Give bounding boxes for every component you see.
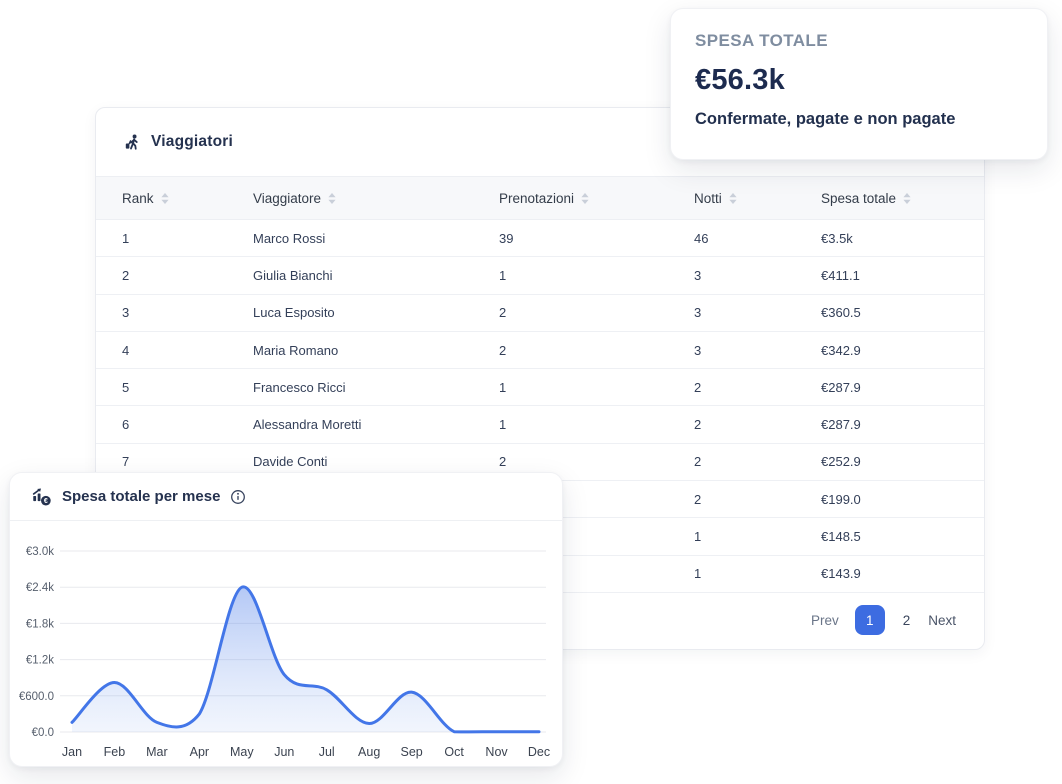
svg-text:Apr: Apr <box>190 745 209 759</box>
cell-total: €342.9 <box>821 343 958 358</box>
total-spend-value: €56.3k <box>695 64 1023 97</box>
svg-text:Dec: Dec <box>528 745 550 759</box>
monthly-spend-card: € Spesa totale per mese €0.0 €600.0 €1.2k €… <box>9 472 563 767</box>
cell-rank: 3 <box>122 305 253 320</box>
cell-total: €252.9 <box>821 454 958 469</box>
cell-traveler: Giulia Bianchi <box>253 268 499 283</box>
total-spend-label: SPESA TOTALE <box>695 31 1023 51</box>
table-header-row: Rank Viaggiatore Prenotazioni Notti Spes… <box>96 176 984 220</box>
svg-text:€0.0: €0.0 <box>32 727 54 739</box>
column-header-nights[interactable]: Notti <box>694 191 821 206</box>
travelers-card-title: Viaggiatori <box>151 133 233 151</box>
svg-text:May: May <box>230 745 254 759</box>
cell-rank: 5 <box>122 380 253 395</box>
cell-traveler: Marco Rossi <box>253 231 499 246</box>
cell-traveler: Luca Esposito <box>253 305 499 320</box>
table-row: 6 Alessandra Moretti 1 2 €287.9 <box>96 406 984 443</box>
cell-nights: 1 <box>694 566 821 581</box>
table-row: 4 Maria Romano 2 3 €342.9 <box>96 332 984 369</box>
sort-icon[interactable] <box>581 193 589 204</box>
table-row: 2 Giulia Bianchi 1 3 €411.1 <box>96 257 984 294</box>
cell-total: €199.0 <box>821 492 958 507</box>
svg-text:Feb: Feb <box>104 745 126 759</box>
table-row: 5 Francesco Ricci 1 2 €287.9 <box>96 369 984 406</box>
total-spend-card: SPESA TOTALE €56.3k Confermate, pagate e… <box>670 8 1048 160</box>
cell-rank: 7 <box>122 454 253 469</box>
cell-rank: 4 <box>122 343 253 358</box>
cell-total: €287.9 <box>821 417 958 432</box>
cell-traveler: Alessandra Moretti <box>253 417 499 432</box>
cell-rank: 6 <box>122 417 253 432</box>
cell-total: €360.5 <box>821 305 958 320</box>
monthly-spend-title: Spesa totale per mese <box>62 488 220 505</box>
svg-text:€3.0k: €3.0k <box>26 546 54 558</box>
svg-text:Jun: Jun <box>274 745 294 759</box>
page-1-button[interactable]: 1 <box>855 605 885 635</box>
cell-total: €411.1 <box>821 268 958 283</box>
cell-total: €287.9 <box>821 380 958 395</box>
column-header-traveler[interactable]: Viaggiatore <box>253 191 499 206</box>
svg-text:€2.4k: €2.4k <box>26 582 54 594</box>
column-header-rank[interactable]: Rank <box>122 191 253 206</box>
cell-bookings: 2 <box>499 454 694 469</box>
svg-text:€1.2k: €1.2k <box>26 655 54 667</box>
cell-traveler: Maria Romano <box>253 343 499 358</box>
info-icon[interactable] <box>230 489 246 505</box>
svg-text:€1.8k: €1.8k <box>26 618 54 630</box>
cell-total: €3.5k <box>821 231 958 246</box>
cell-nights: 3 <box>694 268 821 283</box>
cell-rank: 2 <box>122 268 253 283</box>
sort-icon[interactable] <box>328 193 336 204</box>
cell-total: €143.9 <box>821 566 958 581</box>
cell-bookings: 2 <box>499 343 694 358</box>
cell-bookings: 39 <box>499 231 694 246</box>
svg-text:€600.0: €600.0 <box>19 691 54 703</box>
svg-text:Jan: Jan <box>62 745 82 759</box>
total-spend-subtitle: Confermate, pagate e non pagate <box>695 110 1023 129</box>
cell-nights: 3 <box>694 343 821 358</box>
prev-page-button[interactable]: Prev <box>811 613 839 628</box>
cell-total: €148.5 <box>821 529 958 544</box>
svg-text:Nov: Nov <box>485 745 508 759</box>
sort-icon[interactable] <box>161 193 169 204</box>
table-row: 3 Luca Esposito 2 3 €360.5 <box>96 295 984 332</box>
sort-icon[interactable] <box>903 193 911 204</box>
cell-nights: 2 <box>694 380 821 395</box>
cell-bookings: 1 <box>499 268 694 283</box>
cell-nights: 1 <box>694 529 821 544</box>
cell-bookings: 1 <box>499 417 694 432</box>
cell-traveler: Davide Conti <box>253 454 499 469</box>
cell-nights: 2 <box>694 454 821 469</box>
cell-bookings: 2 <box>499 305 694 320</box>
euro-coin-glyph: € <box>44 497 48 505</box>
monthly-spend-header: € Spesa totale per mese <box>10 473 562 521</box>
svg-text:Aug: Aug <box>358 745 380 759</box>
next-page-button[interactable]: Next <box>928 613 956 628</box>
svg-text:Jul: Jul <box>319 745 335 759</box>
column-header-bookings[interactable]: Prenotazioni <box>499 191 694 206</box>
cell-rank: 1 <box>122 231 253 246</box>
page-2-button[interactable]: 2 <box>901 613 913 628</box>
svg-text:Sep: Sep <box>401 745 423 759</box>
cell-traveler: Francesco Ricci <box>253 380 499 395</box>
svg-text:Oct: Oct <box>444 745 464 759</box>
column-header-total[interactable]: Spesa totale <box>821 191 958 206</box>
table-row: 1 Marco Rossi 39 46 €3.5k <box>96 220 984 257</box>
pagination: Prev 1 2 Next <box>811 591 984 649</box>
cell-nights: 46 <box>694 231 821 246</box>
cell-nights: 2 <box>694 417 821 432</box>
cell-nights: 3 <box>694 305 821 320</box>
cell-nights: 2 <box>694 492 821 507</box>
chart-increase-euro-icon: € <box>32 487 53 507</box>
sort-icon[interactable] <box>729 193 737 204</box>
cell-bookings: 1 <box>499 380 694 395</box>
traveler-icon <box>122 133 141 152</box>
dashboard-page: Viaggiatori Rank Viaggiatore Prenotazion… <box>0 0 1062 784</box>
svg-text:Mar: Mar <box>146 745 168 759</box>
